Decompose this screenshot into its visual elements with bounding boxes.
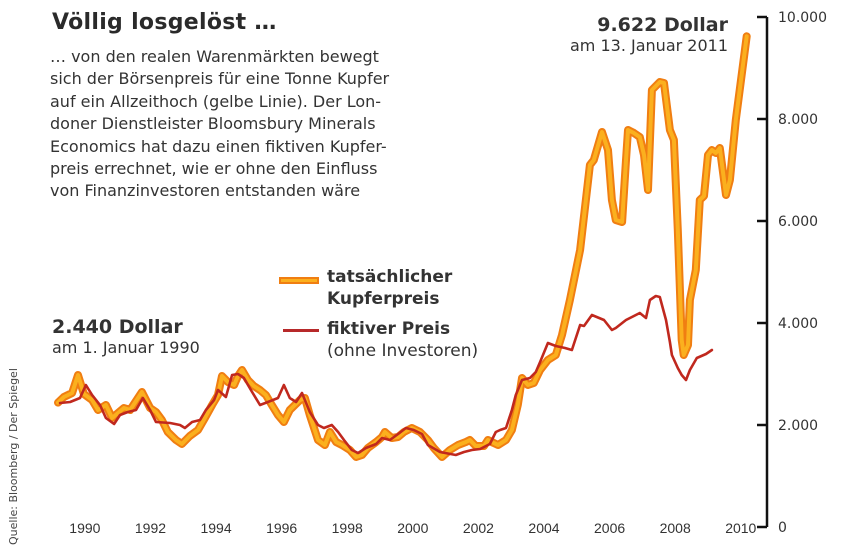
- y-tick-label: 0: [778, 520, 787, 536]
- source-note: Quelle: Bloomberg / Der Spiegel: [7, 368, 20, 545]
- annotation-value: 2.440 Dollar: [52, 316, 183, 338]
- legend-item-fictive-price: fiktiver Preis (ohne Investoren): [277, 318, 478, 362]
- y-tick-label: 10.000: [778, 10, 827, 26]
- series-fictive-price: [58, 294, 714, 457]
- description-line: Economics hat dazu einen fiktiven Kupfer…: [50, 136, 387, 156]
- chart-title: Völlig losgelöst …: [52, 10, 277, 35]
- x-tick-label: 1990: [69, 520, 100, 536]
- legend-sublabel: (ohne Investoren): [327, 341, 479, 361]
- x-tick-label: 1994: [200, 520, 231, 536]
- annotation-date: am 13. Januar 2011: [570, 36, 728, 55]
- x-tick-label: 2006: [594, 520, 625, 536]
- x-tick-label: 2004: [528, 520, 559, 536]
- description-line: auf ein Allzeithoch (gelbe Linie). Der L…: [50, 91, 382, 111]
- x-tick-label: 1998: [332, 520, 363, 536]
- x-tick-label: 1996: [266, 520, 297, 536]
- x-tick-label: 2000: [397, 520, 428, 536]
- y-tick-label: 4.000: [778, 316, 818, 332]
- x-tick-label: 2002: [463, 520, 494, 536]
- x-tick-label: 2010: [725, 520, 756, 536]
- x-tick-label: 1992: [135, 520, 166, 536]
- legend-item-actual-price: tatsächlicher Kupferpreis: [277, 266, 478, 310]
- description-line: von Finanzinvestoren entstanden wäre: [50, 181, 361, 201]
- legend-swatch-red: [283, 329, 319, 332]
- legend-label: fiktiver Preis: [327, 319, 451, 339]
- legend-swatch-orange: [279, 277, 319, 284]
- series-line: [58, 294, 714, 457]
- description-line: doner Dienstleister Bloomsbury Minerals: [50, 114, 376, 134]
- annotation-date: am 1. Januar 1990: [52, 338, 200, 357]
- legend-sublabel: Kupferpreis: [327, 289, 440, 309]
- x-axis: 1990 1992 1994 1996 1998 2000 2002 2004 2006 2008…: [69, 520, 756, 536]
- x-tick-label: 2008: [660, 520, 691, 536]
- annotation-end-value: 9.622 Dollar am 13. Januar 2011: [570, 14, 728, 55]
- description-line: preis errechnet, wie er ohne den Einflus…: [50, 159, 378, 179]
- y-tick-label: 6.000: [778, 214, 818, 230]
- legend-label: tatsächlicher: [327, 267, 453, 287]
- description-line: sich der Börsenpreis für eine Tonne Kupf…: [50, 69, 390, 89]
- series-layer: [54, 32, 751, 461]
- annotation-value: 9.622 Dollar: [597, 14, 728, 36]
- chart-description: … von den realen Warenmärkten bewegt sic…: [50, 46, 450, 203]
- annotation-start-value: 2.440 Dollar am 1. Januar 1990: [52, 316, 200, 357]
- y-tick-label: 8.000: [778, 112, 818, 128]
- legend: tatsächlicher Kupferpreis fiktiver Preis…: [277, 266, 478, 370]
- y-axis: 0 2.000 4.000 6.000 8.000 10.000: [757, 10, 827, 536]
- description-line: … von den realen Warenmärkten bewegt: [50, 47, 379, 66]
- y-tick-label: 2.000: [778, 418, 818, 434]
